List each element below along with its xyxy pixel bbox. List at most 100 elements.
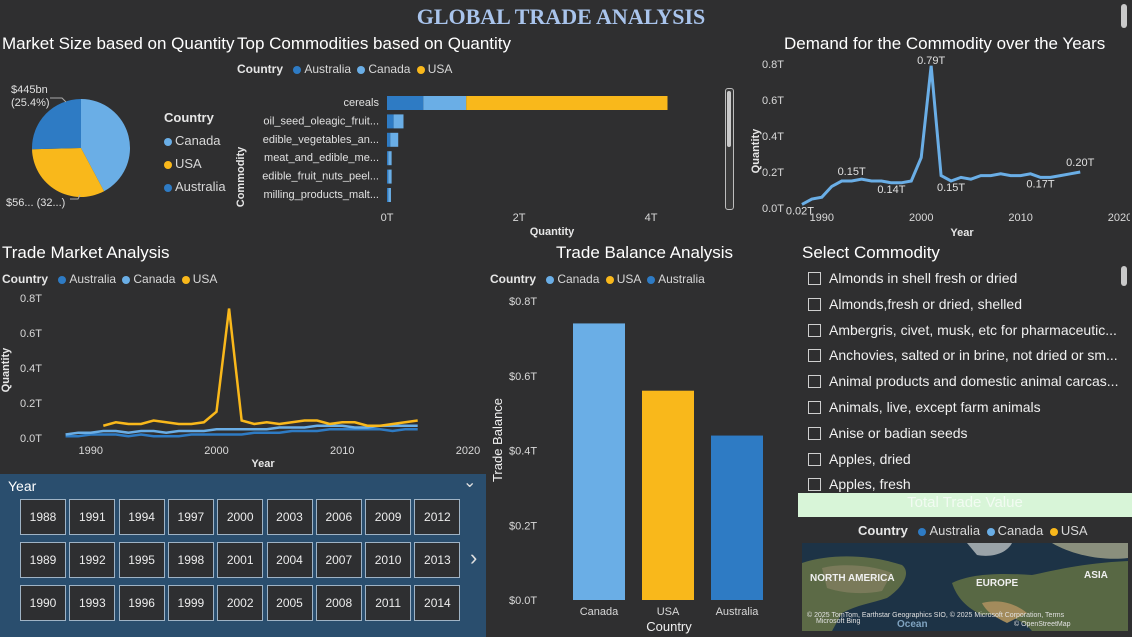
pie-label-bottom: $56... (32...) — [6, 197, 65, 209]
commodity-label: Apples, dried — [829, 450, 911, 467]
legend-item-usa[interactable]: USA — [603, 272, 641, 286]
year-button-1988[interactable]: 1988 — [20, 499, 66, 535]
x-tick-label: 2010 — [330, 445, 354, 457]
bar-canada[interactable] — [390, 132, 399, 147]
checkbox-icon[interactable] — [808, 401, 821, 414]
bar-australia[interactable] — [387, 132, 391, 147]
year-button-2003[interactable]: 2003 — [266, 499, 313, 535]
chevron-right-icon[interactable]: › — [470, 545, 478, 570]
commodity-checkbox-item[interactable]: Apples, dried — [808, 451, 1124, 473]
commodities-chart-scrollbar[interactable] — [725, 88, 734, 210]
commodity-checkbox-item[interactable]: Ambergris, civet, musk, etc for pharmace… — [808, 322, 1124, 344]
bar-canada[interactable] — [388, 169, 392, 184]
year-button-2009[interactable]: 2009 — [365, 499, 412, 535]
year-button-2012[interactable]: 2012 — [414, 499, 461, 535]
year-button-1989[interactable]: 1989 — [20, 542, 66, 578]
bar-usa[interactable] — [466, 96, 668, 110]
pie-slice-usa[interactable] — [32, 148, 105, 197]
bar-australia[interactable] — [387, 151, 389, 166]
bar-australia[interactable] — [387, 188, 389, 202]
checkbox-icon[interactable] — [808, 297, 821, 311]
year-button-2014[interactable]: 2014 — [414, 585, 461, 621]
market-size-legend: Country Canada USA Australia — [164, 106, 226, 198]
year-button-1994[interactable]: 1994 — [118, 499, 165, 535]
legend-item-australia[interactable]: Australia — [644, 272, 705, 286]
legend-item-australia[interactable]: Australia — [290, 62, 351, 76]
legend-item-usa[interactable]: USA — [179, 272, 217, 286]
commodity-checkbox-item[interactable]: Anise or badian seeds — [808, 425, 1124, 447]
pie-slice-australia[interactable] — [32, 99, 81, 150]
pie-slice-canada[interactable] — [81, 99, 130, 192]
legend-item-australia[interactable]: Australia — [915, 523, 980, 538]
legend-item-usa[interactable]: USA — [1047, 523, 1088, 538]
demand-line[interactable] — [801, 65, 1081, 206]
legend-item-canada[interactable]: Canada — [164, 129, 226, 152]
commodity-checkbox-item[interactable]: Anchovies, salted or in brine, not dried… — [808, 347, 1124, 369]
checkbox-icon[interactable] — [808, 272, 821, 285]
commodity-checkbox-item[interactable]: Animals, live, except farm animals — [808, 399, 1124, 421]
checkbox-icon[interactable] — [808, 426, 821, 440]
bar-canada[interactable] — [388, 151, 392, 166]
year-button-1992[interactable]: 1992 — [69, 542, 116, 578]
bar-canada[interactable] — [573, 323, 625, 600]
legend-item-canada[interactable]: Canada — [354, 62, 410, 76]
year-button-2001[interactable]: 2001 — [217, 542, 264, 578]
year-button-2005[interactable]: 2005 — [266, 585, 313, 621]
select-commodity-title: Select Commodity — [802, 243, 940, 262]
page-scrollbar[interactable] — [1121, 4, 1127, 28]
checkbox-icon[interactable] — [808, 349, 821, 363]
checkbox-icon[interactable] — [808, 452, 821, 466]
year-button-1996[interactable]: 1996 — [118, 585, 165, 621]
top-commodities-legend: Country Australia Canada USA — [237, 62, 453, 76]
legend-item-canada[interactable]: Canada — [543, 272, 599, 286]
bar-usa[interactable] — [642, 390, 694, 600]
bar-canada[interactable] — [393, 114, 404, 129]
year-button-1997[interactable]: 1997 — [167, 499, 214, 535]
legend-item-australia[interactable]: Australia — [55, 272, 116, 286]
year-button-2007[interactable]: 2007 — [315, 542, 362, 578]
bar-australia[interactable] — [387, 169, 389, 184]
line-usa[interactable] — [102, 308, 418, 427]
commodity-list-scrollbar[interactable] — [1121, 266, 1127, 286]
bar-australia[interactable] — [387, 114, 394, 129]
line-australia[interactable] — [65, 428, 418, 438]
checkbox-icon[interactable] — [808, 375, 821, 389]
bar-canada[interactable] — [388, 188, 391, 202]
legend-item-canada[interactable]: Canada — [984, 523, 1043, 538]
chevron-down-icon[interactable]: ⌄ — [463, 474, 477, 491]
legend-item-australia[interactable]: Australia — [164, 175, 226, 198]
year-button-2013[interactable]: 2013 — [414, 542, 461, 578]
year-button-2004[interactable]: 2004 — [266, 542, 313, 578]
year-button-2008[interactable]: 2008 — [315, 585, 362, 621]
legend-item-usa[interactable]: USA — [164, 152, 226, 175]
line-canada[interactable] — [65, 424, 418, 436]
year-button-2002[interactable]: 2002 — [217, 585, 264, 621]
year-button-1993[interactable]: 1993 — [69, 585, 116, 621]
legend-item-canada[interactable]: Canada — [119, 272, 175, 286]
year-button-2011[interactable]: 2011 — [365, 585, 412, 621]
year-button-1999[interactable]: 1999 — [167, 585, 214, 621]
total-trade-value-title: Total Trade Value — [907, 494, 1023, 511]
bar-australia[interactable] — [711, 435, 763, 600]
year-button-1998[interactable]: 1998 — [167, 542, 214, 578]
checkbox-icon[interactable] — [808, 478, 821, 492]
bar-australia[interactable] — [387, 96, 424, 110]
x-tick-label: Canada — [580, 606, 619, 618]
y-tick-label: $0.0T — [509, 595, 537, 607]
y-tick-label: 0.4T — [20, 363, 42, 375]
year-button-2010[interactable]: 2010 — [365, 542, 412, 578]
commodities-scroll-thumb[interactable] — [727, 91, 731, 147]
checkbox-icon[interactable] — [808, 323, 821, 337]
year-button-1991[interactable]: 1991 — [69, 499, 116, 535]
commodity-checkbox-item[interactable]: Almonds,fresh or dried, shelled — [808, 296, 1124, 318]
world-map[interactable]: NORTH AMERICA EUROPE ASIA Ocean © 2025 T… — [802, 543, 1128, 631]
year-button-2000[interactable]: 2000 — [217, 499, 264, 535]
commodity-checkbox-item[interactable]: Almonds in shell fresh or dried — [808, 270, 1124, 292]
year-button-1995[interactable]: 1995 — [118, 542, 165, 578]
commodity-checkbox-item[interactable]: Animal products and domestic animal carc… — [808, 373, 1124, 395]
bar-canada[interactable] — [423, 96, 467, 110]
legend-item-usa[interactable]: USA — [414, 62, 452, 76]
commodity-checkbox-item[interactable]: Apples, fresh — [808, 476, 1124, 498]
year-button-1990[interactable]: 1990 — [20, 585, 66, 621]
year-button-2006[interactable]: 2006 — [315, 499, 362, 535]
